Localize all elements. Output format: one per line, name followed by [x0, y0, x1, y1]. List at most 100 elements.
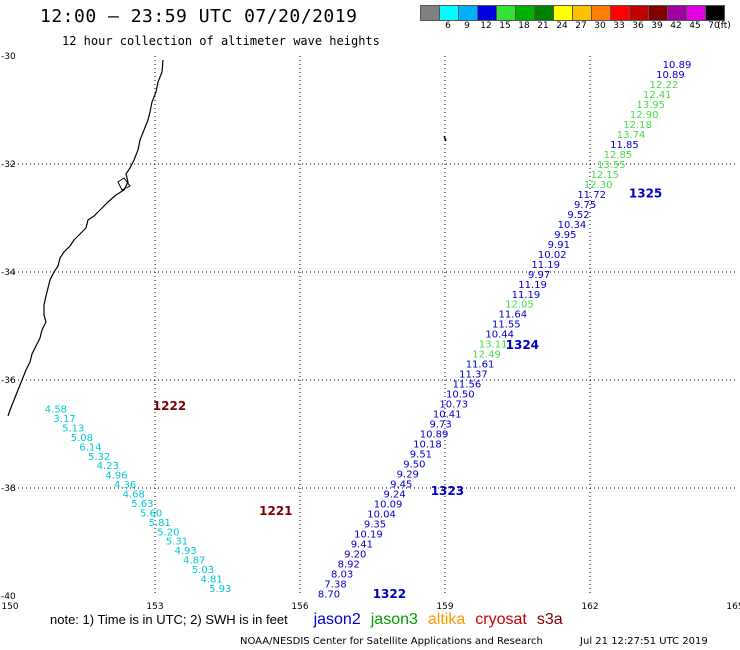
wave-height-label: 10.89 [663, 60, 692, 71]
wave-height-label: 3.17 [53, 414, 75, 425]
wave-height-label: 9.91 [548, 240, 570, 251]
wave-height-label: 11.64 [499, 310, 528, 321]
wave-height-label: 12.30 [584, 180, 613, 191]
wave-height-label: 4.93 [175, 546, 197, 557]
altimeter-tracks: 4.583.175.135.086.145.324.234.964.364.68… [45, 60, 692, 600]
lon-tick-label: 162 [581, 602, 598, 612]
lat-tick-label: -38 [1, 484, 16, 494]
wave-height-label: 12.85 [604, 150, 633, 161]
color-scale-label: 45 [689, 21, 701, 31]
wave-height-label: 4.68 [123, 490, 145, 501]
color-scale [420, 5, 725, 21]
wave-height-label: 4.58 [45, 405, 67, 416]
lon-tick-label: 150 [1, 602, 18, 612]
color-scale-label: 36 [632, 21, 644, 31]
wave-height-label: 9.45 [390, 479, 412, 490]
wave-height-label: 5.31 [166, 537, 188, 548]
color-scale-label: 33 [613, 21, 625, 31]
wave-height-label: 11.19 [531, 260, 560, 271]
wave-height-label: 5.81 [149, 518, 171, 529]
wave-height-label: 5.32 [88, 452, 110, 463]
legend-satellite: cryosat [475, 611, 527, 628]
island-marker [443, 135, 447, 142]
color-scale-label: 12 [480, 21, 492, 31]
wave-height-label: 12.15 [590, 170, 619, 181]
wave-height-label: 9.20 [344, 549, 366, 560]
satellite-list: jason2 jason3 altika cryosat s3a [314, 611, 573, 628]
wave-height-label: 10.18 [413, 440, 442, 451]
wave-height-label: 9.51 [410, 450, 432, 461]
wave-height-label: 10.19 [354, 529, 383, 540]
color-scale-label: 18 [518, 21, 530, 31]
wave-height-label: 13.11 [479, 340, 508, 351]
wave-height-label: 10.50 [446, 390, 475, 401]
track-cryosat: 4.583.175.135.086.145.324.234.964.364.68… [45, 405, 232, 595]
wave-height-label: 10.89 [656, 70, 685, 81]
wave-height-label: 9.41 [351, 539, 373, 550]
wave-height-label: 12.22 [650, 80, 679, 91]
wave-height-label: 11.19 [512, 290, 541, 301]
wave-height-label: 9.75 [574, 200, 596, 211]
wave-height-label: 10.34 [558, 220, 587, 231]
wave-height-label: 7.38 [324, 579, 346, 590]
color-scale-label: 70 [708, 21, 720, 31]
wave-height-label: 13.74 [617, 130, 646, 141]
footer-credit: NOAA/NESDIS Center for Satellite Applica… [240, 636, 543, 647]
wave-height-label: 11.85 [610, 140, 639, 151]
page-title: 12:00 — 23:59 UTC 07/20/2019 [40, 6, 358, 27]
wave-height-label: 13.95 [636, 100, 665, 111]
color-scale-label: 27 [575, 21, 587, 31]
wave-height-label: 9.29 [397, 469, 419, 480]
lon-tick-label: 165 [726, 602, 740, 612]
lat-tick-label: -30 [1, 52, 16, 62]
wave-height-label: 10.41 [433, 410, 462, 421]
coastline [7, 59, 164, 417]
legend-note: note: 1) Time is in UTC; 2) SWH is in fe… [50, 612, 288, 627]
color-scale-label: 21 [537, 21, 549, 31]
wave-height-label: 5.03 [192, 565, 214, 576]
pass-number-label: 1322 [373, 587, 406, 601]
wave-height-label: 9.97 [528, 270, 550, 281]
wave-height-label: 6.14 [79, 442, 101, 453]
wave-height-label: 12.49 [472, 350, 501, 361]
wave-height-label: 4.81 [200, 574, 222, 585]
legend-satellite: altika [427, 611, 466, 628]
coastline-inlet [117, 177, 131, 191]
wave-height-label: 8.92 [338, 559, 360, 570]
wave-height-label: 10.44 [485, 330, 514, 341]
lat-tick-label: -34 [1, 268, 16, 278]
lon-tick-label: 159 [436, 602, 453, 612]
footer-timestamp: Jul 21 12:27:51 UTC 2019 [580, 636, 708, 647]
wave-height-label: 11.55 [492, 320, 521, 331]
legend-satellite: jason3 [370, 611, 418, 628]
lon-tick-label: 156 [291, 602, 308, 612]
legend-satellite: s3a [536, 611, 563, 628]
pass-number-label: 1222 [153, 399, 186, 413]
lat-lon-grid [10, 56, 735, 596]
wave-height-label: 10.09 [374, 499, 403, 510]
lon-tick-label: 153 [146, 602, 163, 612]
wave-height-label: 9.73 [429, 420, 451, 431]
wave-height-label: 5.08 [71, 433, 93, 444]
wave-height-label: 11.37 [459, 370, 488, 381]
color-scale-label: 15 [499, 21, 511, 31]
color-scale-labels: (ft) 6 9 12 15 18 21 24 27 30 33 36 39 42 45 70 [420, 21, 735, 35]
color-swatch [705, 5, 725, 21]
wave-height-label: 11.19 [518, 280, 547, 291]
wave-height-label: 4.96 [105, 471, 127, 482]
wave-height-label: 11.56 [453, 380, 482, 391]
color-scale-label: 42 [670, 21, 682, 31]
wave-height-label: 8.03 [331, 569, 353, 580]
wave-height-label: 5.93 [209, 584, 231, 595]
pass-number-label: 1323 [431, 484, 464, 498]
wave-height-label: 5.60 [140, 508, 162, 519]
lat-tick-label: -36 [1, 376, 16, 386]
wave-height-label: 5.63 [131, 499, 153, 510]
wave-height-label: 10.89 [420, 430, 449, 441]
lat-tick-label: -40 [1, 592, 16, 602]
wave-height-label: 12.18 [623, 120, 652, 131]
wave-height-label: 4.23 [97, 461, 119, 472]
page-subtitle: 12 hour collection of altimeter wave hei… [62, 34, 380, 48]
wave-height-label: 12.41 [643, 90, 672, 101]
color-scale-label: 9 [464, 21, 470, 31]
